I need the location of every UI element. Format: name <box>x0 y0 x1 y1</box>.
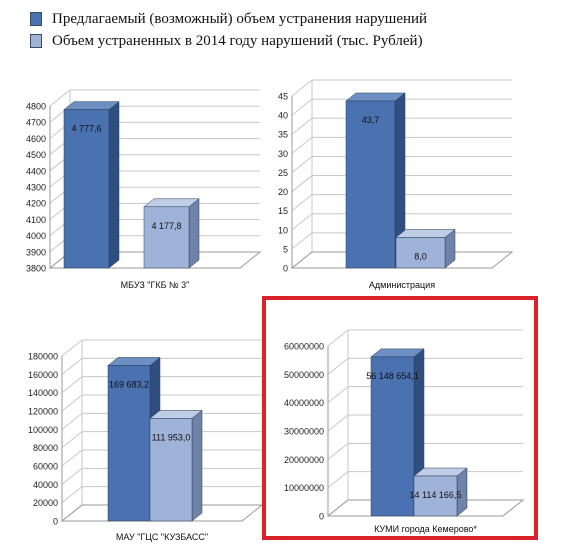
data-label: 4 177,8 <box>151 221 181 231</box>
bar-2 <box>395 228 456 269</box>
y-tick-label: 30000000 <box>284 427 324 437</box>
gridline <box>61 357 262 375</box>
y-tick-label: 60000 <box>33 462 58 472</box>
bar-1 <box>107 356 161 522</box>
bar-top <box>395 229 456 238</box>
y-tick-label: 10 <box>278 225 288 235</box>
y-tick-label: 4200 <box>26 199 46 209</box>
bar-top <box>63 101 120 110</box>
data-label: 111 953,0 <box>152 432 191 442</box>
legend-item-proposed: Предлагаемый (возможный) объем устранени… <box>30 8 427 30</box>
legend-label-eliminated: Объем устраненных в 2014 году нарушений … <box>52 32 423 49</box>
bar-side <box>191 409 203 522</box>
chart-gkb3-svg: 3800 3900 4000 4100 4200 4300 4400 4500 4600 4700… <box>26 89 262 290</box>
data-label: 43,7 <box>362 115 380 125</box>
y-tick-label: 0 <box>283 264 288 274</box>
y-tick-label: 40 <box>278 111 288 121</box>
bar-front <box>413 475 458 517</box>
y-tick-label: 45 <box>278 92 288 102</box>
y-tick-label: 35 <box>278 130 288 140</box>
y-tick-label: 10000000 <box>284 483 324 493</box>
y-tick-label: 100000 <box>28 425 58 435</box>
y-tick-label: 180000 <box>28 352 58 362</box>
y-tick-label: 50000000 <box>284 370 324 380</box>
legend-item-eliminated: Объем устраненных в 2014 году нарушений … <box>30 30 427 52</box>
bar-1 <box>370 348 425 517</box>
data-label: 8,0 <box>414 251 427 261</box>
gridline <box>61 394 262 412</box>
bar-front <box>345 100 396 269</box>
y-tick-label: 25 <box>278 168 288 178</box>
data-label: 14 114 166,5 <box>410 490 462 500</box>
bar-side <box>108 101 120 269</box>
chart-gkb3: 3800 3900 4000 4100 4200 4300 4400 4500 4600 4700… <box>0 80 280 295</box>
chart-gcs-kuzbass: 0 20000 40000 60000 80000 100000 120000 140000 1… <box>0 339 280 545</box>
chart-gcs-kuzbass-svg: 0 20000 40000 60000 80000 100000 120000 140000 1… <box>28 339 264 542</box>
bar-2 <box>413 467 468 517</box>
bar-1 <box>345 92 406 269</box>
chart-administration: 0 5 10 15 20 25 30 35 40 45 43,7 8,0 Администрация <box>270 79 555 295</box>
bar-side <box>188 198 200 269</box>
y-tick-label: 30 <box>278 149 288 159</box>
y-tick-label: 20000 <box>33 498 58 508</box>
bar-top <box>345 92 406 102</box>
gridline <box>61 376 262 394</box>
bar-front <box>370 356 415 517</box>
y-tick-label: 40000000 <box>284 398 324 408</box>
y-tick-label: 140000 <box>28 388 58 398</box>
y-tick-label: 0 <box>53 517 58 527</box>
chart-administration-svg: 0 5 10 15 20 25 30 35 40 45 43,7 8,0 Администрация <box>278 79 514 290</box>
y-tick-label: 5 <box>283 244 288 254</box>
y-tick-label: 4000 <box>26 231 46 241</box>
y-tick-label: 4800 <box>26 102 46 112</box>
legend-label-proposed: Предлагаемый (возможный) объем устранени… <box>52 10 428 27</box>
legend-swatch-eliminated <box>30 34 42 48</box>
category-label: МБУЗ "ГКБ № 3" <box>121 280 190 290</box>
bar-front <box>395 237 446 269</box>
legend: Предлагаемый (возможный) объем устранени… <box>30 8 427 52</box>
chart-kumi: 0 10000000 20000000 30000000 40000000 5000000… <box>268 329 538 535</box>
y-tick-label: 20000000 <box>284 455 324 465</box>
y-tick-label: 4700 <box>26 118 46 128</box>
y-tick-label: 20 <box>278 187 288 197</box>
y-tick-label: 120000 <box>28 407 58 417</box>
data-label: 56 148 654,1 <box>366 371 419 381</box>
gridline <box>61 339 262 357</box>
bar-front <box>143 206 190 269</box>
category-label: КУМИ города Кемерово* <box>374 524 477 534</box>
bar-2 <box>143 198 200 269</box>
y-tick-label: 0 <box>319 512 324 522</box>
bar-top <box>143 198 200 208</box>
y-tick-label: 15 <box>278 206 288 216</box>
bar-front <box>107 365 151 522</box>
category-label: МАУ "ГЦС "КУЗБАСС" <box>116 532 208 542</box>
y-tick-label: 40000 <box>33 480 58 490</box>
y-tick-label: 160000 <box>28 370 58 380</box>
bar-2 <box>149 409 203 522</box>
bar-front <box>63 109 110 269</box>
category-label: Администрация <box>369 280 435 290</box>
y-tick-label: 3800 <box>26 264 46 274</box>
legend-swatch-proposed <box>30 12 42 26</box>
data-label: 169 683,2 <box>109 379 149 389</box>
y-tick-label: 4100 <box>26 215 46 225</box>
y-tick-label: 4600 <box>26 134 46 144</box>
y-tick-label: 80000 <box>33 443 58 453</box>
y-tick-label: 4300 <box>26 183 46 193</box>
y-tick-label: 4500 <box>26 150 46 160</box>
y-tick-label: 4400 <box>26 166 46 176</box>
highlight-frame <box>262 296 538 540</box>
chart-kumi-svg: 0 10000000 20000000 30000000 40000000 5000000… <box>284 329 525 534</box>
bar-front <box>149 418 193 522</box>
y-tick-label: 3900 <box>26 247 46 257</box>
bar-1 <box>63 101 120 269</box>
y-tick-label: 60000000 <box>284 342 324 352</box>
data-label: 4 777,6 <box>71 124 101 134</box>
